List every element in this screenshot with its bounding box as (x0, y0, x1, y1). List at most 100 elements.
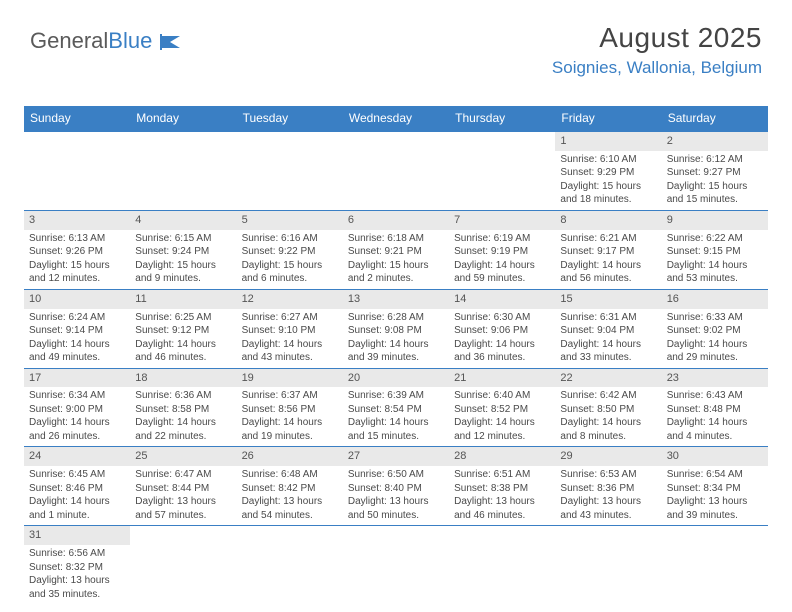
header: August 2025 Soignies, Wallonia, Belgium (552, 22, 762, 78)
day-number: 2 (662, 132, 768, 151)
day-details: Sunrise: 6:39 AMSunset: 8:54 PMDaylight:… (343, 387, 449, 446)
day-details: Sunrise: 6:34 AMSunset: 9:00 PMDaylight:… (24, 387, 130, 446)
day-details: Sunrise: 6:37 AMSunset: 8:56 PMDaylight:… (237, 387, 343, 446)
col-header: Wednesday (343, 106, 449, 131)
day-number: 27 (343, 447, 449, 466)
calendar-cell: 30Sunrise: 6:54 AMSunset: 8:34 PMDayligh… (662, 447, 768, 526)
day-number: 29 (555, 447, 661, 466)
calendar-cell: 18Sunrise: 6:36 AMSunset: 8:58 PMDayligh… (130, 368, 236, 447)
calendar-cell: 4Sunrise: 6:15 AMSunset: 9:24 PMDaylight… (130, 210, 236, 289)
calendar-cell: 14Sunrise: 6:30 AMSunset: 9:06 PMDayligh… (449, 289, 555, 368)
calendar-cell: 22Sunrise: 6:42 AMSunset: 8:50 PMDayligh… (555, 368, 661, 447)
day-number: 9 (662, 211, 768, 230)
calendar-cell: 25Sunrise: 6:47 AMSunset: 8:44 PMDayligh… (130, 447, 236, 526)
calendar-cell: 23Sunrise: 6:43 AMSunset: 8:48 PMDayligh… (662, 368, 768, 447)
day-details: Sunrise: 6:50 AMSunset: 8:40 PMDaylight:… (343, 466, 449, 525)
day-number: 20 (343, 369, 449, 388)
calendar-cell (237, 131, 343, 210)
calendar-cell: 1Sunrise: 6:10 AMSunset: 9:29 PMDaylight… (555, 131, 661, 210)
day-details: Sunrise: 6:56 AMSunset: 8:32 PMDaylight:… (24, 545, 130, 604)
col-header: Thursday (449, 106, 555, 131)
day-number: 25 (130, 447, 236, 466)
day-details: Sunrise: 6:21 AMSunset: 9:17 PMDaylight:… (555, 230, 661, 289)
calendar-cell: 2Sunrise: 6:12 AMSunset: 9:27 PMDaylight… (662, 131, 768, 210)
day-number: 19 (237, 369, 343, 388)
day-details: Sunrise: 6:51 AMSunset: 8:38 PMDaylight:… (449, 466, 555, 525)
calendar-cell: 8Sunrise: 6:21 AMSunset: 9:17 PMDaylight… (555, 210, 661, 289)
day-details: Sunrise: 6:10 AMSunset: 9:29 PMDaylight:… (555, 151, 661, 210)
calendar-cell: 7Sunrise: 6:19 AMSunset: 9:19 PMDaylight… (449, 210, 555, 289)
calendar-cell: 28Sunrise: 6:51 AMSunset: 8:38 PMDayligh… (449, 447, 555, 526)
day-details: Sunrise: 6:45 AMSunset: 8:46 PMDaylight:… (24, 466, 130, 525)
calendar-cell: 16Sunrise: 6:33 AMSunset: 9:02 PMDayligh… (662, 289, 768, 368)
day-number: 24 (24, 447, 130, 466)
calendar-cell: 12Sunrise: 6:27 AMSunset: 9:10 PMDayligh… (237, 289, 343, 368)
day-number: 28 (449, 447, 555, 466)
calendar-table: SundayMondayTuesdayWednesdayThursdayFrid… (24, 106, 768, 604)
day-number: 13 (343, 290, 449, 309)
day-number: 11 (130, 290, 236, 309)
day-number: 3 (24, 211, 130, 230)
day-number: 12 (237, 290, 343, 309)
day-number: 30 (662, 447, 768, 466)
logo: GeneralBlue (30, 28, 182, 54)
col-header: Friday (555, 106, 661, 131)
calendar-cell: 27Sunrise: 6:50 AMSunset: 8:40 PMDayligh… (343, 447, 449, 526)
day-number: 31 (24, 526, 130, 545)
day-details: Sunrise: 6:15 AMSunset: 9:24 PMDaylight:… (130, 230, 236, 289)
day-number: 26 (237, 447, 343, 466)
day-details: Sunrise: 6:43 AMSunset: 8:48 PMDaylight:… (662, 387, 768, 446)
calendar-cell: 31Sunrise: 6:56 AMSunset: 8:32 PMDayligh… (24, 526, 130, 604)
calendar-cell (130, 131, 236, 210)
day-details: Sunrise: 6:42 AMSunset: 8:50 PMDaylight:… (555, 387, 661, 446)
logo-text-2: Blue (108, 28, 152, 53)
day-number: 15 (555, 290, 661, 309)
day-number: 23 (662, 369, 768, 388)
calendar-cell (449, 131, 555, 210)
day-details: Sunrise: 6:53 AMSunset: 8:36 PMDaylight:… (555, 466, 661, 525)
calendar-cell: 20Sunrise: 6:39 AMSunset: 8:54 PMDayligh… (343, 368, 449, 447)
logo-flag-icon (160, 34, 182, 50)
location: Soignies, Wallonia, Belgium (552, 58, 762, 78)
calendar-cell (343, 526, 449, 604)
calendar-cell: 13Sunrise: 6:28 AMSunset: 9:08 PMDayligh… (343, 289, 449, 368)
month-title: August 2025 (552, 22, 762, 54)
col-header: Sunday (24, 106, 130, 131)
day-details: Sunrise: 6:22 AMSunset: 9:15 PMDaylight:… (662, 230, 768, 289)
day-details: Sunrise: 6:40 AMSunset: 8:52 PMDaylight:… (449, 387, 555, 446)
calendar-cell (24, 131, 130, 210)
day-number: 7 (449, 211, 555, 230)
day-details: Sunrise: 6:19 AMSunset: 9:19 PMDaylight:… (449, 230, 555, 289)
day-details: Sunrise: 6:33 AMSunset: 9:02 PMDaylight:… (662, 309, 768, 368)
day-number: 14 (449, 290, 555, 309)
day-details: Sunrise: 6:16 AMSunset: 9:22 PMDaylight:… (237, 230, 343, 289)
day-details: Sunrise: 6:48 AMSunset: 8:42 PMDaylight:… (237, 466, 343, 525)
day-details: Sunrise: 6:31 AMSunset: 9:04 PMDaylight:… (555, 309, 661, 368)
day-details: Sunrise: 6:12 AMSunset: 9:27 PMDaylight:… (662, 151, 768, 210)
col-header: Tuesday (237, 106, 343, 131)
day-number: 1 (555, 132, 661, 151)
day-number: 18 (130, 369, 236, 388)
calendar-cell: 24Sunrise: 6:45 AMSunset: 8:46 PMDayligh… (24, 447, 130, 526)
calendar-cell (555, 526, 661, 604)
day-number: 21 (449, 369, 555, 388)
day-details: Sunrise: 6:25 AMSunset: 9:12 PMDaylight:… (130, 309, 236, 368)
day-details: Sunrise: 6:28 AMSunset: 9:08 PMDaylight:… (343, 309, 449, 368)
day-details: Sunrise: 6:18 AMSunset: 9:21 PMDaylight:… (343, 230, 449, 289)
calendar-cell: 15Sunrise: 6:31 AMSunset: 9:04 PMDayligh… (555, 289, 661, 368)
calendar-cell: 5Sunrise: 6:16 AMSunset: 9:22 PMDaylight… (237, 210, 343, 289)
calendar-cell: 11Sunrise: 6:25 AMSunset: 9:12 PMDayligh… (130, 289, 236, 368)
col-header: Saturday (662, 106, 768, 131)
calendar-cell: 3Sunrise: 6:13 AMSunset: 9:26 PMDaylight… (24, 210, 130, 289)
calendar-cell: 10Sunrise: 6:24 AMSunset: 9:14 PMDayligh… (24, 289, 130, 368)
day-number: 6 (343, 211, 449, 230)
day-details: Sunrise: 6:54 AMSunset: 8:34 PMDaylight:… (662, 466, 768, 525)
col-header: Monday (130, 106, 236, 131)
calendar-cell (662, 526, 768, 604)
day-number: 5 (237, 211, 343, 230)
day-details: Sunrise: 6:47 AMSunset: 8:44 PMDaylight:… (130, 466, 236, 525)
day-number: 4 (130, 211, 236, 230)
day-number: 17 (24, 369, 130, 388)
calendar-cell: 17Sunrise: 6:34 AMSunset: 9:00 PMDayligh… (24, 368, 130, 447)
calendar-cell: 19Sunrise: 6:37 AMSunset: 8:56 PMDayligh… (237, 368, 343, 447)
